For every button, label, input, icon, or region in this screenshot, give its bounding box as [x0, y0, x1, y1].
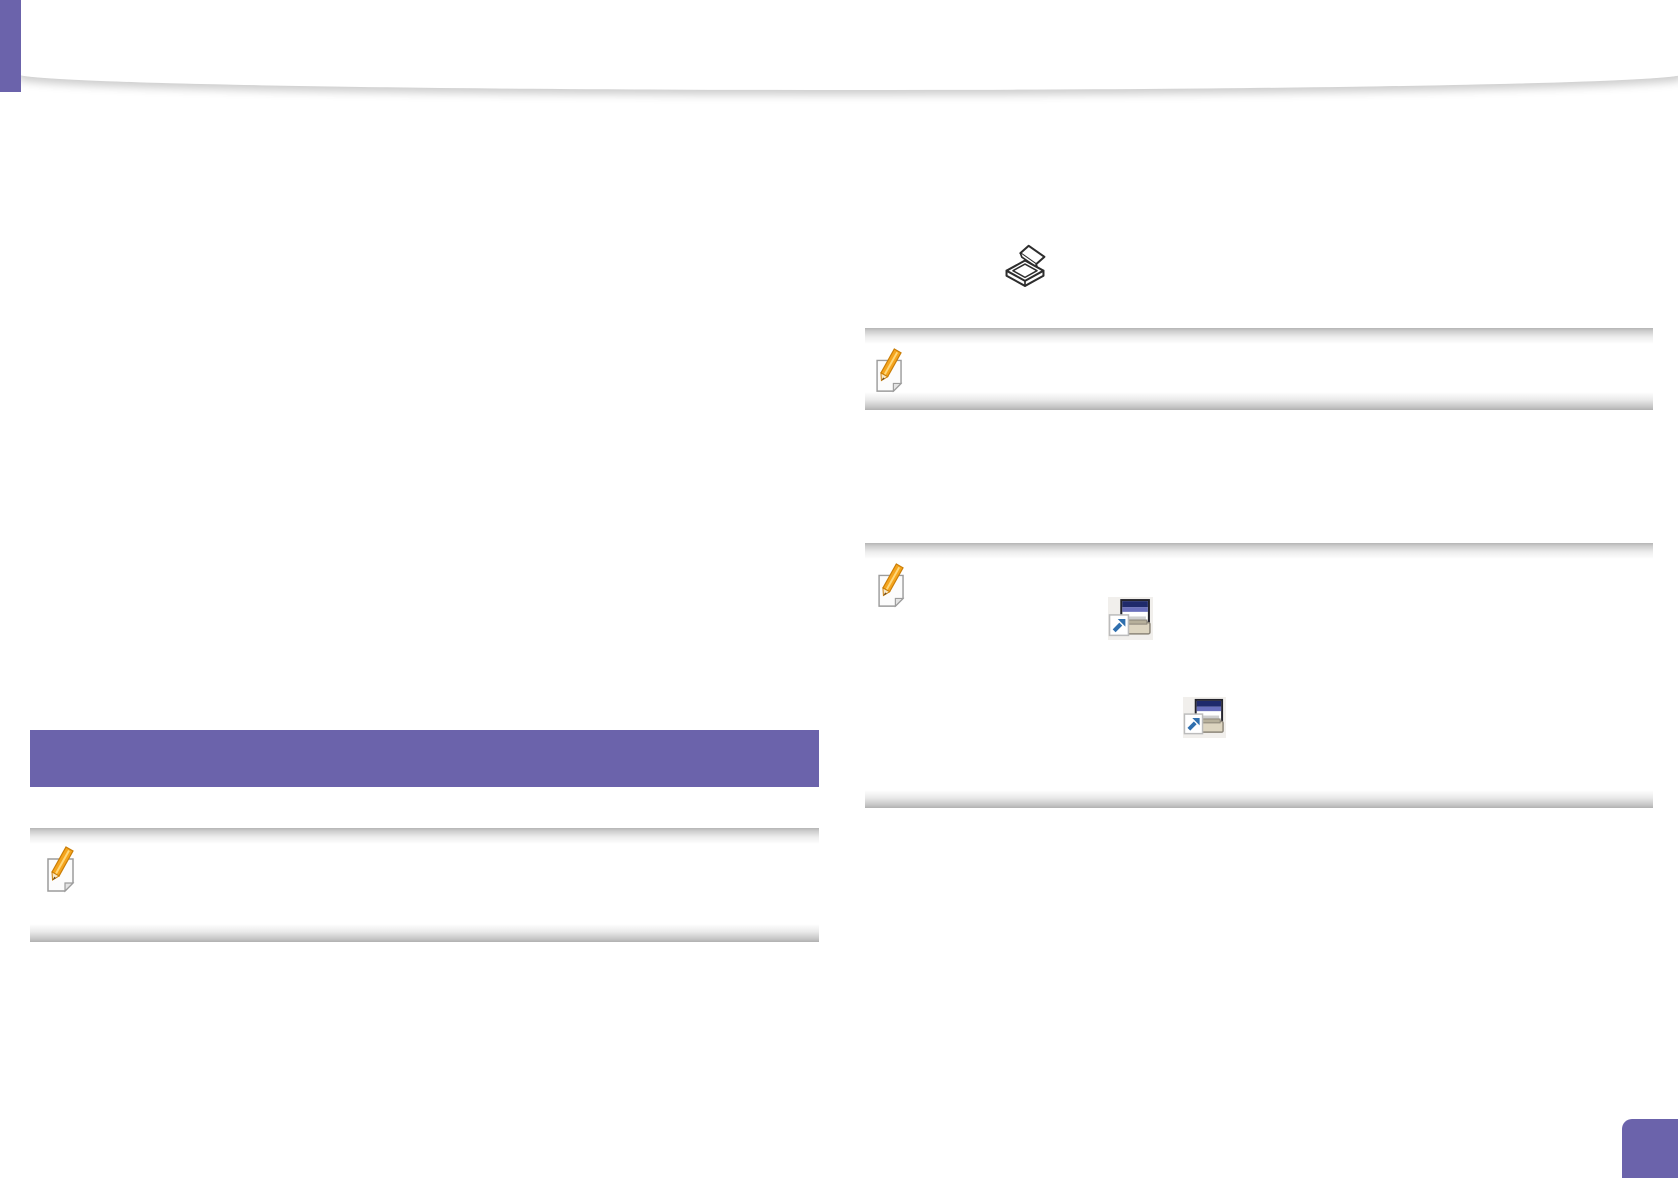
printer-shortcut-icon [1183, 696, 1226, 739]
scanner-icon [1002, 243, 1048, 291]
note-box-bottom-rule [30, 924, 819, 942]
note-box-bottom-rule [865, 790, 1653, 808]
note-box [865, 543, 1653, 808]
note-box-bottom-rule [865, 392, 1653, 410]
note-pencil-icon [46, 846, 78, 894]
corner-tab [0, 0, 21, 92]
section-heading-bar [30, 730, 819, 787]
note-box-top-rule [865, 543, 1653, 560]
header-curl-shadow [18, 0, 1678, 90]
note-box [865, 328, 1653, 410]
note-pencil-icon [875, 348, 906, 394]
note-box [30, 828, 819, 942]
note-pencil-icon [877, 563, 908, 609]
printer-shortcut-icon [1108, 597, 1153, 640]
header-shadow-fade [0, 104, 1678, 164]
note-box-top-rule [30, 828, 819, 845]
note-box-top-rule [865, 328, 1653, 345]
page-number-badge [1622, 1119, 1678, 1178]
